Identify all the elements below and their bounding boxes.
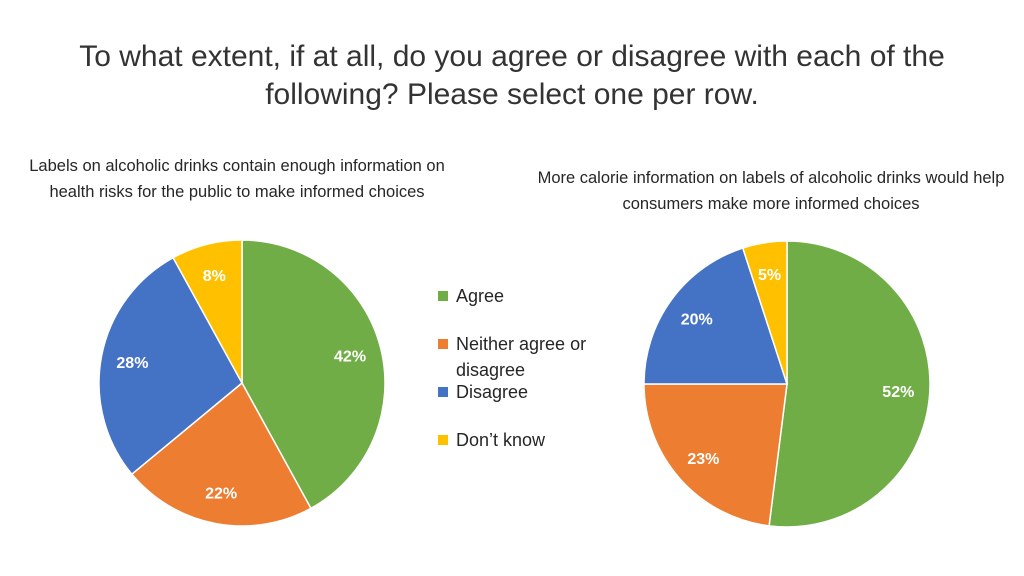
legend-item-neither: Neither agree or disagree (438, 331, 616, 383)
left-pie-data-label-disagree: 28% (116, 355, 148, 372)
legend-label-disagree: Disagree (456, 382, 529, 402)
right-pie-slice-agree (768, 240, 931, 528)
legend-swatch-dont-know (438, 435, 448, 445)
left-pie-slice-dont-know (172, 239, 243, 384)
left-pie-slice-agree (241, 239, 386, 510)
legend-item-agree: Agree (438, 283, 616, 309)
legend-swatch-disagree (438, 387, 448, 397)
slide-title: To what extent, if at all, do you agree … (79, 40, 945, 111)
right-pie-slice-dont-know (741, 240, 788, 385)
left-pie-data-label-agree: 42% (334, 348, 366, 365)
pie-chart-left: 42% 22% 28% 8% (98, 239, 386, 527)
legend-label-agree: Agree (456, 286, 505, 306)
right-pie-data-label-disagree: 20% (681, 311, 713, 328)
legend-item-disagree: Disagree (438, 379, 616, 405)
left-pie-data-label-neither: 22% (205, 486, 237, 503)
left-pie-slice-disagree (98, 256, 243, 476)
left-pie-data-label-dont-know: 8% (203, 268, 226, 285)
left-pie-slice-neither (130, 381, 312, 527)
right-pie-data-label-dont-know: 5% (758, 267, 781, 284)
legend-swatch-agree (438, 291, 448, 301)
legend-label-neither: Neither agree or disagree (456, 334, 587, 380)
chart-title-right: More calorie information on labels of al… (537, 169, 1005, 213)
pie-chart-right: 52% 23% 20% 5% (643, 240, 931, 528)
right-pie-slice-neither (643, 383, 788, 527)
legend-swatch-neither (438, 339, 448, 349)
right-pie-data-label-agree: 52% (882, 384, 914, 401)
chart-title-left: Labels on alcoholic drinks contain enoug… (29, 157, 445, 201)
right-pie-data-label-neither: 23% (687, 451, 719, 468)
legend-item-dont-know: Don’t know (438, 427, 616, 453)
right-pie-slice-disagree (643, 247, 789, 385)
legend-label-dont-know: Don’t know (456, 430, 546, 450)
